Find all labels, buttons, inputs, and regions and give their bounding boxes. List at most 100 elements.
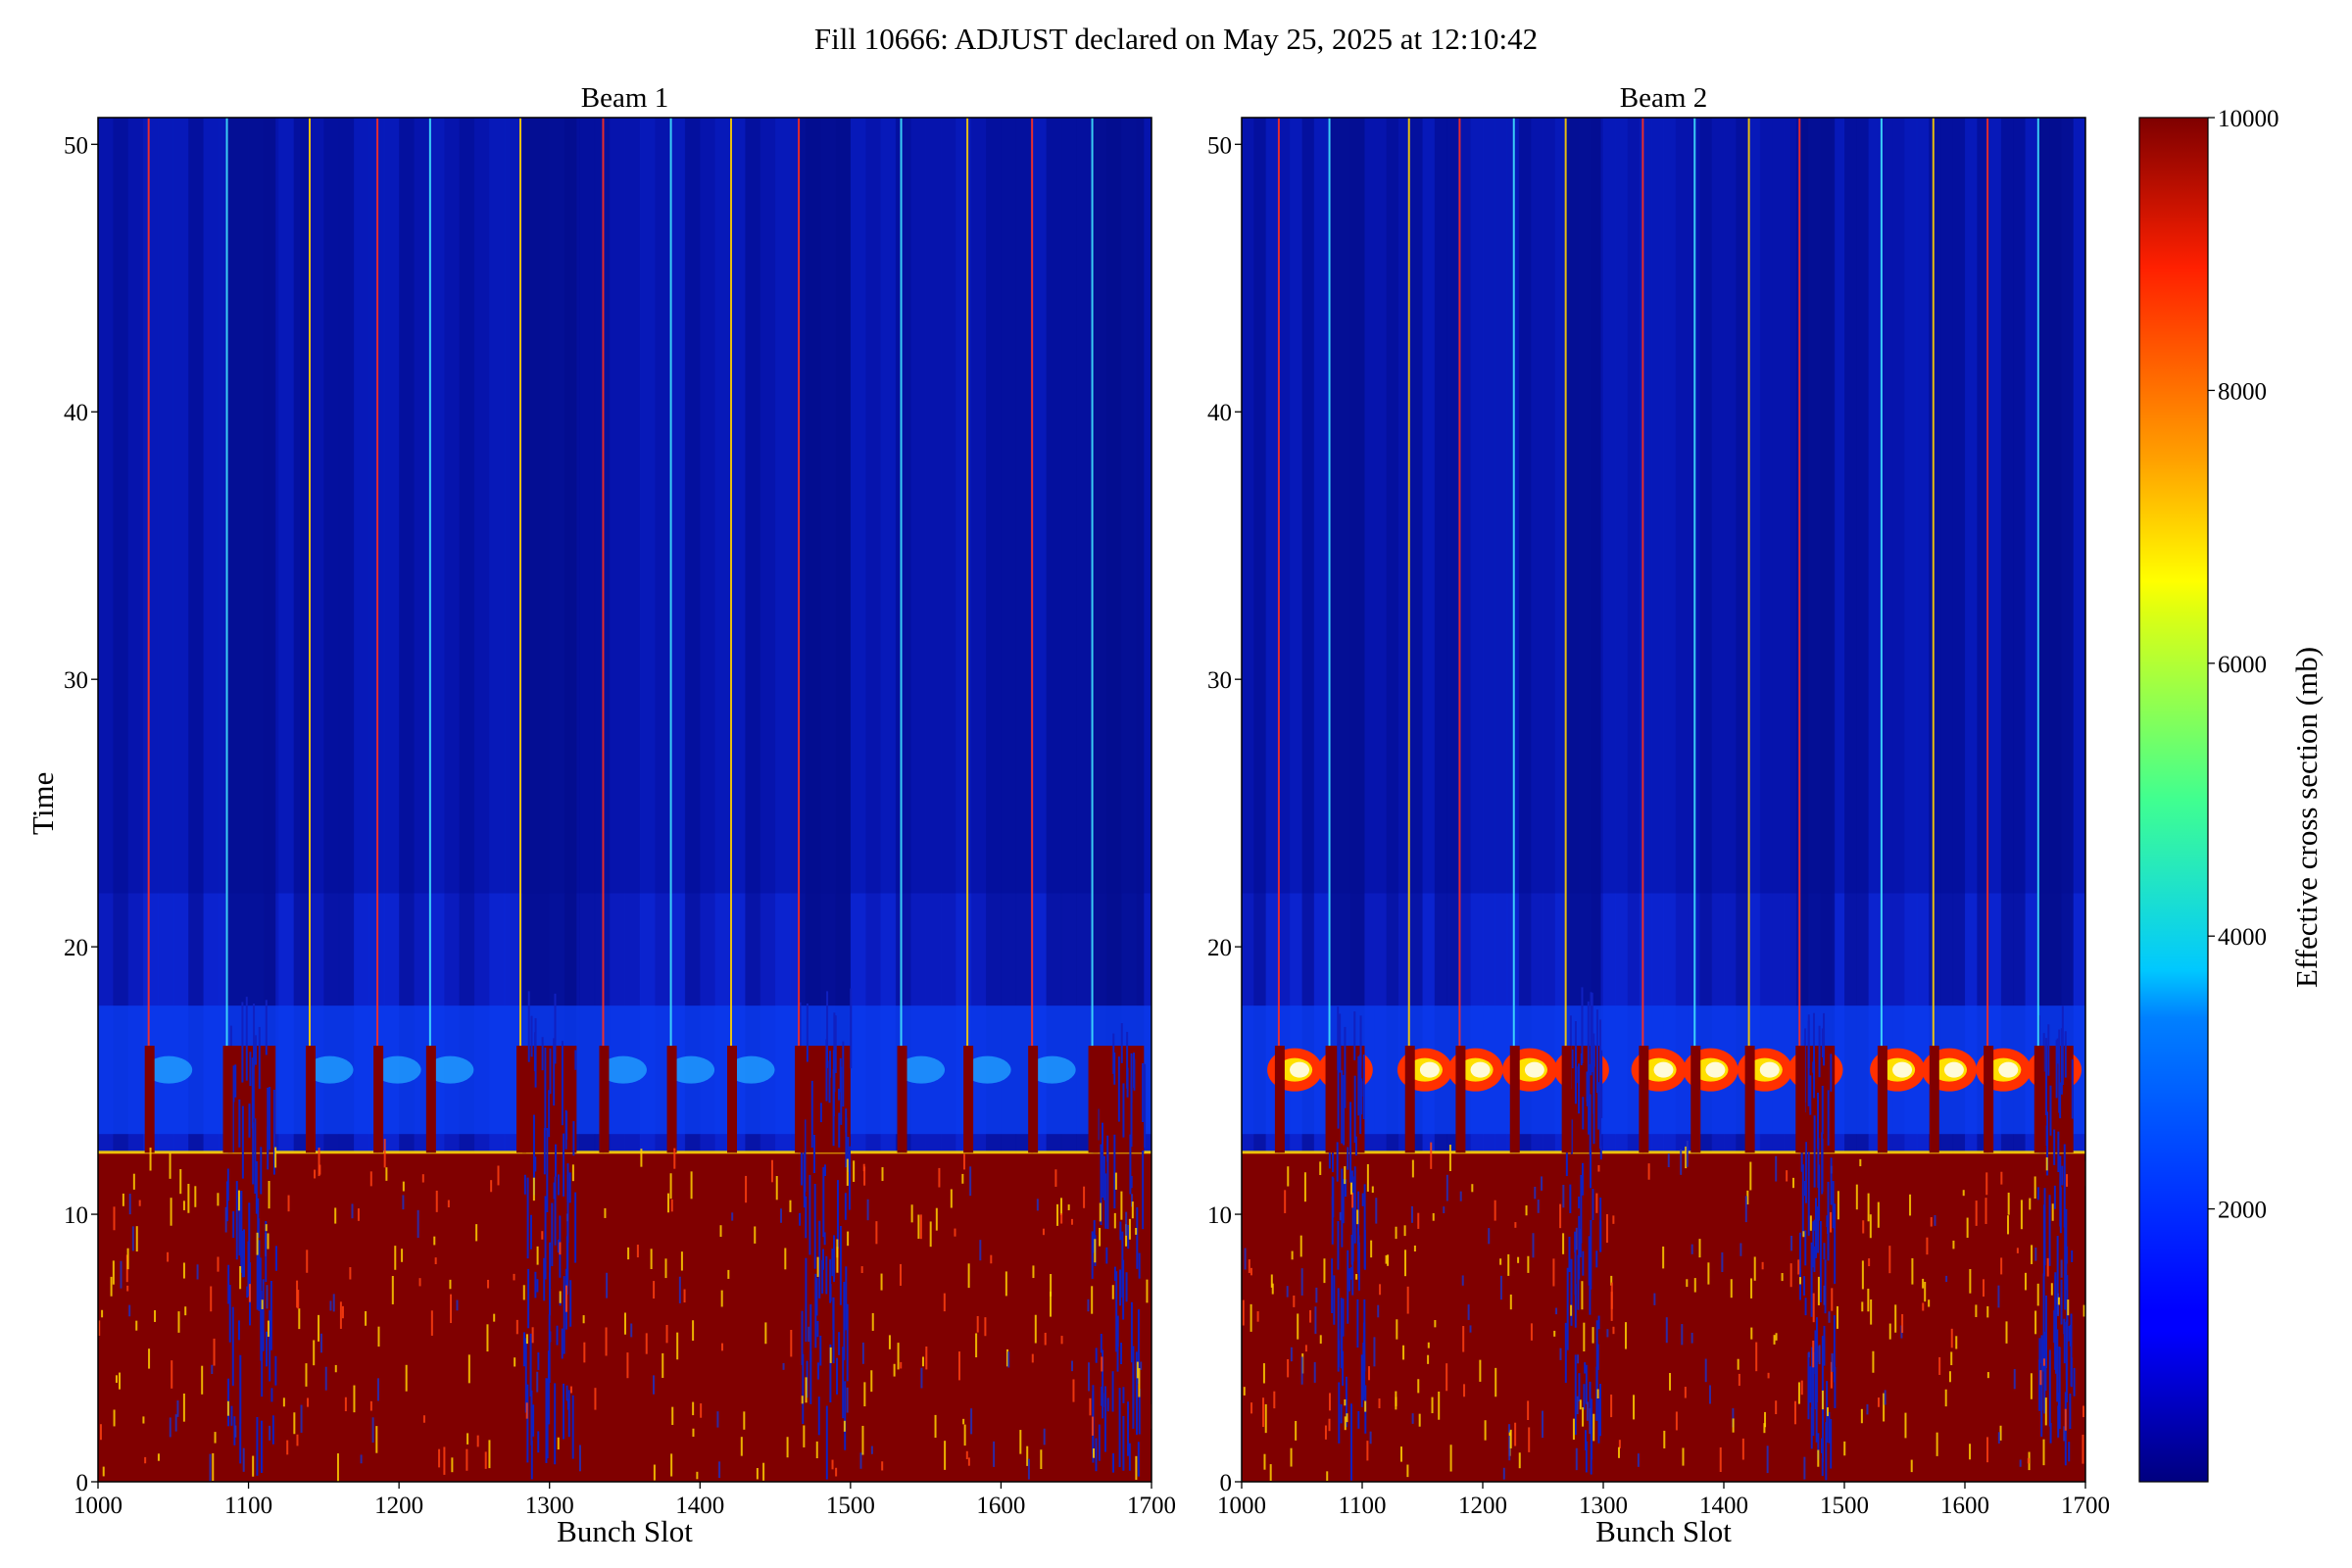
cross-section-speckle [1986, 1437, 1989, 1463]
bunch-train-speckle [1100, 1144, 1102, 1226]
heatmap-column [278, 118, 295, 1153]
x-tick-label: 1000 [74, 1493, 122, 1519]
cross-section-speckle [1575, 1447, 1578, 1471]
bunch-train-speckle [241, 1230, 244, 1278]
heatmap-column [1929, 118, 1941, 1153]
cross-section-speckle [1509, 1294, 1512, 1310]
bunch-train-speckle [1577, 1254, 1580, 1310]
x-tick-label: 1000 [1217, 1493, 1266, 1519]
cross-section-speckle [1044, 1332, 1047, 1346]
cross-section-speckle [1131, 1201, 1134, 1219]
bunch-train-speckle [526, 1177, 529, 1259]
cross-section-speckle [1686, 1279, 1689, 1288]
bunch-train-speckle [1580, 1053, 1583, 1066]
bunch-train-speckle [843, 1281, 846, 1360]
cross-section-speckle [1256, 1311, 1259, 1322]
bunch-train-speckle [1098, 1424, 1101, 1461]
cross-section-speckle [1606, 1329, 1609, 1338]
cross-section-speckle [1517, 1256, 1520, 1263]
cross-section-speckle [217, 1193, 220, 1206]
bunch-train-speckle [548, 1314, 551, 1384]
bunch-train-speckle [1821, 1138, 1824, 1193]
cross-section-speckle [1859, 1158, 1862, 1167]
cross-section-speckle [1244, 1248, 1247, 1270]
cross-section-speckle [780, 1208, 783, 1223]
bunch-train-speckle [1105, 1247, 1108, 1264]
cross-section-speckle [1618, 1440, 1621, 1448]
bunch-train-speckle [2056, 1038, 2059, 1064]
bunch-train-speckle [1118, 1388, 1121, 1468]
bunch-train-speckle [534, 1156, 537, 1172]
bunch-train-speckle [239, 1422, 242, 1464]
bunch-train-speckle [1343, 1074, 1346, 1146]
bunch-train-speckle [241, 1105, 244, 1179]
x-tick-label: 1500 [826, 1493, 875, 1519]
cross-section-speckle [1675, 1411, 1678, 1431]
cross-section-speckle [1395, 1391, 1397, 1410]
axes-frame [97, 117, 1152, 1483]
y-tick-label: 0 [1220, 1470, 1233, 1496]
heatmap-column [639, 118, 656, 1153]
bunch-train-speckle [1362, 1054, 1365, 1119]
heatmap-column [684, 118, 701, 1153]
cross-section-speckle [967, 1263, 970, 1289]
bright-bunch-block [1455, 1046, 1466, 1153]
bunch-train-speckle [571, 1395, 574, 1459]
heatmap-column [98, 118, 114, 1153]
bunch-train-speckle [2054, 1272, 2057, 1325]
cross-section-speckle [1313, 1361, 1316, 1383]
bunch-train-speckle [825, 1255, 828, 1295]
cross-section-speckle [267, 1320, 270, 1338]
colorbar-tick-label: 8000 [2218, 378, 2267, 405]
cross-section-speckle [2042, 1358, 2045, 1366]
cross-section-speckle [1371, 1186, 1374, 1194]
bunch-train-speckle [1813, 1219, 1816, 1231]
cross-section-speckle [1803, 1456, 1806, 1480]
bunch-train-speckle [1332, 1177, 1335, 1218]
cross-section-speckle [416, 1209, 419, 1239]
cross-section-speckle [1577, 1354, 1580, 1364]
bunch-train-speckle [1342, 1350, 1345, 1386]
cross-section-speckle [211, 1364, 214, 1374]
cross-section-speckle [645, 1333, 648, 1354]
cross-section-speckle [1507, 1253, 1510, 1276]
heatmap-column [1856, 118, 1870, 1153]
cross-section-speckle [1146, 1279, 1149, 1303]
bright-bunch-stripe [1986, 118, 1989, 1153]
bunch-train-speckle [2059, 1082, 2062, 1119]
cross-section-speckle [541, 1231, 544, 1240]
cross-section-speckle [1944, 1389, 1947, 1407]
bunch-train-speckle [2056, 1236, 2059, 1315]
x-tick-label: 1300 [525, 1493, 574, 1519]
cross-section-speckle [1356, 1209, 1359, 1225]
bunch-train-speckle [1144, 1063, 1147, 1148]
heatmap-column [399, 118, 415, 1153]
bunch-train-speckle [1341, 1168, 1344, 1248]
heatmap-column [624, 118, 641, 1153]
bunch-train-speckle [1583, 1384, 1586, 1410]
heatmap-column [1844, 118, 1857, 1153]
cross-section-speckle [293, 1412, 296, 1435]
cross-section-speckle [1087, 1298, 1090, 1312]
bunch-train-speckle [1598, 1019, 1601, 1080]
cross-section-speckle [2020, 1200, 2023, 1230]
cross-section-speckle [669, 1173, 672, 1200]
heatmap-column [1458, 118, 1472, 1153]
blowup-hotspot [963, 1055, 1011, 1084]
bunch-train-speckle [1815, 1198, 1818, 1258]
bunch-train-speckle [1120, 1023, 1123, 1063]
bunch-train-speckle [271, 1415, 274, 1445]
bunch-train-speckle [238, 1196, 241, 1256]
bunch-train-speckle [1125, 1272, 1128, 1302]
bunch-train-speckle [2059, 1155, 2062, 1227]
heatmap-column [338, 118, 355, 1153]
cross-section-speckle [754, 1226, 757, 1244]
heatmap-column [473, 118, 490, 1153]
bunch-train-speckle [566, 1219, 569, 1287]
cross-section-speckle [1647, 1163, 1650, 1180]
heatmap-column [1290, 118, 1302, 1153]
cross-section-speckle [921, 1356, 924, 1367]
cross-section-speckle [1744, 1196, 1747, 1223]
cross-section-speckle [784, 1248, 787, 1270]
cross-section-speckle [169, 1417, 172, 1438]
